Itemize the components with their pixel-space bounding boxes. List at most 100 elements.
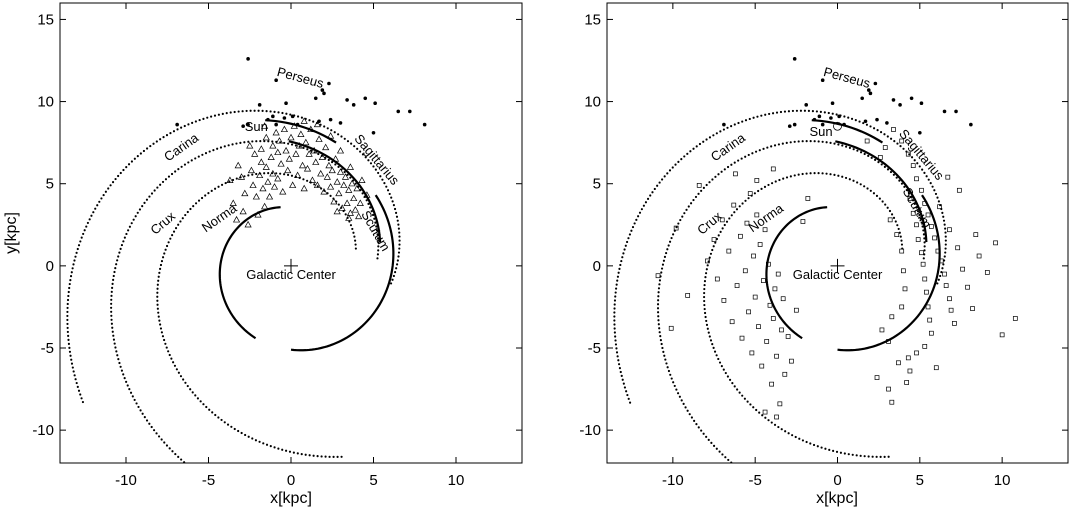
triangle-point — [279, 188, 287, 195]
maser-point — [863, 119, 868, 124]
triangle-point — [356, 199, 364, 206]
triangle-point — [298, 161, 307, 169]
square-point — [907, 368, 913, 374]
maser-point — [338, 121, 343, 125]
maser-point — [295, 122, 300, 127]
y-tick-label: -5 — [588, 340, 601, 357]
maser-point — [918, 130, 922, 135]
arm-label: Perseus — [275, 64, 325, 91]
square-point — [942, 271, 947, 277]
maser-point — [820, 122, 825, 127]
square-point — [914, 222, 919, 228]
galactic-center-marker — [830, 258, 845, 273]
square-point — [774, 414, 779, 420]
triangle-point — [303, 165, 312, 172]
maser-point — [817, 114, 822, 119]
triangle-point — [261, 202, 269, 210]
maser-point — [320, 88, 325, 92]
square-point — [891, 127, 896, 132]
square-point — [899, 248, 905, 254]
triangle-point — [340, 181, 348, 188]
maser-point — [313, 96, 318, 101]
spiral-arm-5 — [218, 206, 281, 340]
triangle-point — [308, 176, 317, 183]
square-point — [907, 196, 913, 201]
triangle-point — [289, 181, 297, 188]
triangle-point — [295, 142, 303, 149]
triangle-point — [290, 122, 298, 129]
maser-point — [829, 116, 833, 120]
spiral-arm-0 — [613, 109, 947, 406]
triangle-point — [269, 169, 277, 177]
maser-point — [722, 122, 726, 127]
square-point — [910, 163, 916, 168]
maser-point — [241, 124, 245, 129]
y-tick-label: 0 — [593, 258, 601, 275]
triangle-point — [350, 194, 358, 202]
triangle-point — [323, 173, 331, 180]
triangle-point — [267, 153, 275, 160]
maser-point — [345, 98, 349, 102]
x-tick-label: -10 — [662, 472, 684, 489]
square-point — [922, 344, 928, 349]
triangle-point — [346, 209, 354, 216]
square-point — [752, 294, 758, 300]
y-tick-label: 15 — [37, 11, 54, 28]
square-point — [919, 250, 924, 256]
maser-point — [328, 117, 333, 122]
square-point — [793, 307, 799, 313]
triangle-point — [327, 132, 335, 139]
square-point — [925, 304, 931, 310]
spiral-arm-3 — [265, 119, 337, 144]
square-point — [886, 386, 891, 392]
maser-point — [266, 117, 270, 122]
square-point — [777, 401, 783, 407]
triangle-point — [239, 207, 247, 215]
maser-point — [351, 103, 356, 107]
square-point — [915, 237, 921, 242]
spiral-arm-1 — [110, 139, 380, 463]
arm-label: Galactic Center — [246, 267, 336, 282]
maser-point — [246, 57, 250, 61]
square-point — [726, 248, 732, 254]
square-point — [960, 266, 965, 272]
square-point — [762, 409, 768, 415]
x-tick-label: 10 — [448, 472, 465, 489]
square-point — [910, 210, 916, 216]
square-point — [894, 232, 900, 237]
triangle-point — [252, 192, 260, 200]
square-point — [780, 296, 786, 302]
square-point — [744, 220, 750, 226]
maser-point — [290, 114, 295, 119]
square-point — [882, 145, 888, 150]
maser-point — [830, 101, 835, 106]
square-point — [905, 355, 911, 361]
square-point — [896, 360, 901, 366]
square-point — [952, 321, 957, 326]
triangle-point — [226, 176, 234, 183]
maser-point — [954, 109, 958, 114]
maser-point — [898, 103, 902, 107]
triangle-point — [257, 145, 265, 152]
square-point — [886, 339, 891, 344]
square-point — [943, 283, 949, 288]
square-point — [729, 319, 735, 325]
square-point — [945, 174, 951, 180]
right-axis-ticks: -10 -5 0 5 10 -10 -5 0 5 10 15 — [579, 3, 1068, 489]
triangle-point — [262, 163, 270, 170]
triangle-point — [274, 174, 282, 182]
square-point — [914, 176, 919, 182]
square-point — [696, 183, 702, 188]
maser-point — [422, 122, 427, 127]
triangle-point — [270, 183, 279, 190]
square-point — [919, 187, 924, 193]
triangle-point — [345, 186, 353, 193]
triangle-point — [330, 197, 338, 205]
left-y-axis-label: y[kpc] — [3, 212, 20, 254]
maser-point — [860, 96, 864, 101]
square-point — [739, 335, 745, 341]
triangle-point — [300, 184, 308, 192]
square-point — [922, 201, 928, 206]
maser-point — [271, 114, 275, 119]
triangle-point — [313, 181, 321, 188]
